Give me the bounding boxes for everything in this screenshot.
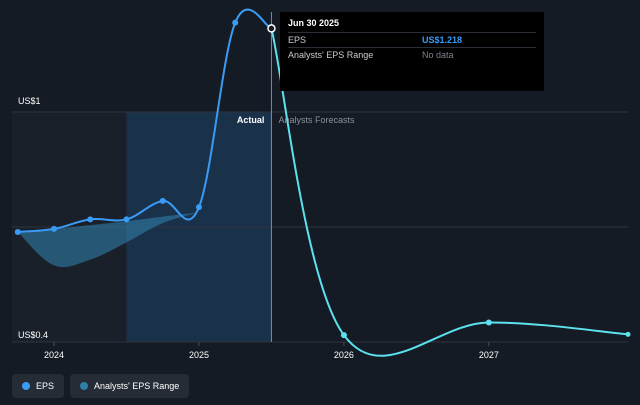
x-tick-label: 2026	[334, 350, 354, 360]
eps-point[interactable]	[87, 216, 94, 223]
y-tick-label-top: US$1	[18, 96, 41, 106]
tooltip-range-value: No data	[422, 50, 454, 60]
legend-range-label: Analysts' EPS Range	[94, 381, 180, 391]
x-tick-label: 2024	[44, 350, 64, 360]
eps-forecast-line	[270, 28, 629, 357]
eps-point[interactable]	[485, 319, 492, 326]
eps-point[interactable]	[14, 228, 21, 235]
tooltip-row-range: Analysts' EPS Range No data	[288, 47, 536, 62]
legend-eps-label: EPS	[36, 381, 55, 391]
actual-label: Actual	[237, 115, 265, 125]
eps-point[interactable]	[159, 197, 166, 204]
eps-dot-icon	[22, 382, 30, 390]
eps-point[interactable]	[123, 216, 130, 223]
eps-point[interactable]	[51, 225, 58, 232]
legend-item-range[interactable]: Analysts' EPS Range	[70, 374, 190, 398]
x-tick-label: 2027	[479, 350, 499, 360]
y-tick-label-bottom: US$0.4	[18, 330, 48, 340]
eps-point[interactable]	[232, 19, 239, 26]
x-axis-ticks: 2024 2025 2026 2027	[44, 342, 499, 360]
tooltip-range-label: Analysts' EPS Range	[288, 50, 374, 60]
x-tick-label: 2025	[189, 350, 209, 360]
tooltip-eps-label: EPS	[288, 35, 307, 45]
hover-tooltip: Jun 30 2025 EPS US$1.218 Analysts' EPS R…	[280, 12, 544, 91]
eps-point[interactable]	[340, 332, 347, 339]
forecasts-label: Analysts Forecasts	[278, 115, 355, 125]
tooltip-date: Jun 30 2025	[288, 18, 340, 28]
eps-range-area	[17, 212, 199, 268]
range-dot-icon	[80, 382, 89, 390]
eps-point[interactable]	[195, 204, 202, 211]
eps-point[interactable]	[267, 24, 276, 33]
legend-item-eps[interactable]: EPS	[12, 374, 65, 398]
tooltip-row-eps: EPS US$1.218	[288, 32, 536, 47]
tooltip-eps-value: US$1.218	[422, 35, 463, 45]
legend: EPS Analysts' EPS Range	[12, 374, 190, 398]
eps-points	[14, 19, 631, 339]
eps-point[interactable]	[625, 331, 631, 337]
